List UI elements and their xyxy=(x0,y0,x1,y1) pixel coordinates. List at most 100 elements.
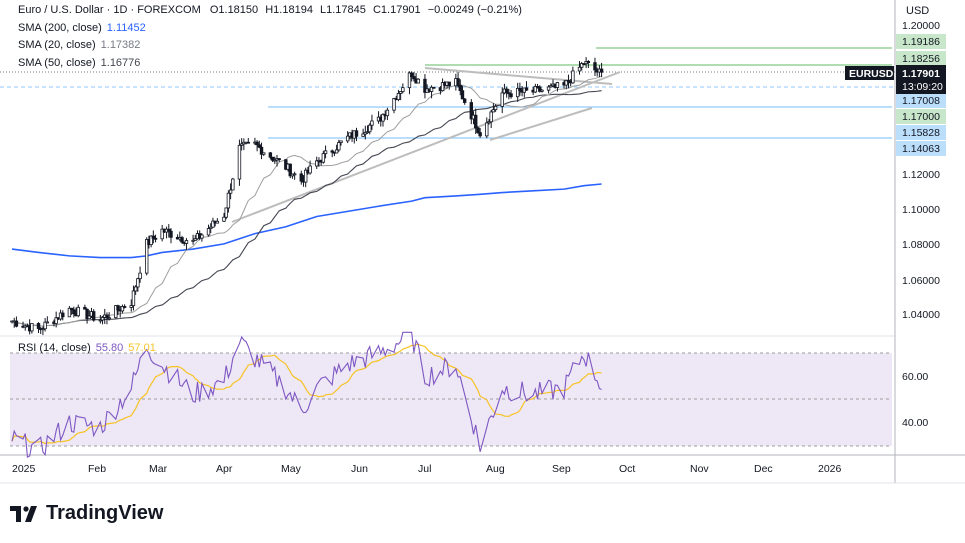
candle xyxy=(440,82,445,92)
level-badge: 1.17000 xyxy=(902,111,940,123)
candle xyxy=(270,156,275,161)
candle xyxy=(518,87,522,92)
time-tick: Sep xyxy=(552,463,571,475)
candle xyxy=(160,228,164,240)
candle xyxy=(507,92,511,95)
candle xyxy=(354,130,359,137)
trendline-pennant-bottom xyxy=(489,107,593,141)
candle xyxy=(87,315,91,320)
candle xyxy=(153,237,158,240)
price-tick: 1.04000 xyxy=(902,309,940,321)
price-tick: 1.08000 xyxy=(902,239,940,251)
candle xyxy=(423,78,427,93)
rsi-value: 55.80 xyxy=(96,342,124,354)
candle xyxy=(524,87,529,91)
candle xyxy=(339,140,343,143)
last-price-tag xyxy=(896,65,946,94)
candle xyxy=(345,135,350,142)
sma20-legend[interactable]: SMA (20, close) 1.17382 xyxy=(18,39,140,51)
candle xyxy=(180,237,184,243)
candle xyxy=(299,173,303,182)
brand-name: TradingView xyxy=(46,502,164,524)
candle xyxy=(61,312,65,318)
candle xyxy=(85,308,89,320)
candle xyxy=(456,78,460,86)
candle xyxy=(43,321,47,330)
countdown-label: 13:09:20 xyxy=(902,81,943,93)
candle xyxy=(14,320,19,327)
candle xyxy=(131,290,136,307)
candle xyxy=(334,149,339,154)
symbol-tag xyxy=(845,66,894,80)
candle xyxy=(76,306,80,317)
candle xyxy=(469,102,474,120)
time-tick: May xyxy=(281,463,302,475)
candle xyxy=(370,120,374,126)
rsi-legend[interactable]: RSI (14, close) 55.80 57.01 xyxy=(18,342,156,354)
level-badge: 1.15828 xyxy=(902,127,940,139)
level-badge: 1.19186 xyxy=(902,36,940,48)
price-tick: 1.10000 xyxy=(902,204,940,216)
candle xyxy=(485,122,489,137)
rsi-ma-line xyxy=(11,343,602,445)
sma50-legend[interactable]: SMA (50, close) 1.16776 xyxy=(18,57,140,69)
candle xyxy=(586,61,591,64)
candle xyxy=(292,173,297,176)
candle xyxy=(396,93,401,101)
candle xyxy=(107,317,111,320)
candle xyxy=(206,228,211,236)
symbol-label: EURUSD xyxy=(849,68,894,80)
candle xyxy=(429,86,434,92)
price-pane[interactable] xyxy=(10,57,604,336)
candle xyxy=(549,85,553,88)
candle xyxy=(268,152,273,158)
symbol-title: Euro / U.S. Dollar · 1D · FOREXCOM xyxy=(18,4,201,16)
candle xyxy=(582,63,586,66)
candle xyxy=(533,86,538,93)
candle xyxy=(167,228,171,232)
time-tick: Feb xyxy=(88,463,106,475)
candle xyxy=(129,305,133,308)
candle xyxy=(401,87,405,92)
candle xyxy=(169,230,173,238)
candle xyxy=(231,178,235,191)
candle xyxy=(509,93,513,98)
high-value: 1.18194 xyxy=(273,4,313,16)
candle xyxy=(321,153,326,163)
candle xyxy=(67,307,72,318)
price-tick: 1.12000 xyxy=(902,169,940,181)
time-tick: 2026 xyxy=(818,463,842,475)
candle xyxy=(92,311,96,321)
close-value: 1.17901 xyxy=(381,4,421,16)
level-badges: 1.19186 1.18256 1.17008 1.17000 1.15828 … xyxy=(896,34,946,156)
rsi-pane[interactable] xyxy=(11,331,602,458)
candle xyxy=(571,70,575,84)
sma200-legend[interactable]: SMA (200, close) 1.11452 xyxy=(18,22,146,34)
candle xyxy=(330,150,334,153)
candle xyxy=(308,165,312,174)
rsi-tick: 60.00 xyxy=(902,371,928,383)
time-axis[interactable]: 2025 Feb Mar Apr May Jun Jul Aug Sep Oct… xyxy=(12,463,842,475)
candle xyxy=(239,143,244,146)
candle xyxy=(211,220,215,228)
time-tick: Mar xyxy=(149,463,168,475)
candle xyxy=(149,235,153,246)
price-axis[interactable]: 1.20000 1.12000 1.10000 1.08000 1.06000 … xyxy=(902,20,940,321)
sma200-value: 1.11452 xyxy=(107,22,146,34)
candle xyxy=(412,76,416,80)
candle xyxy=(489,111,493,123)
candle xyxy=(515,87,520,98)
candle xyxy=(361,133,365,137)
candle xyxy=(538,86,542,92)
candle xyxy=(474,114,478,129)
candle xyxy=(476,127,480,133)
candle xyxy=(273,159,277,162)
candle xyxy=(191,239,195,242)
time-tick: Nov xyxy=(690,463,709,475)
candle xyxy=(460,90,465,100)
candle xyxy=(72,309,76,315)
candle xyxy=(487,121,491,124)
candle xyxy=(83,306,87,310)
candle xyxy=(303,169,308,183)
candle xyxy=(478,132,482,137)
